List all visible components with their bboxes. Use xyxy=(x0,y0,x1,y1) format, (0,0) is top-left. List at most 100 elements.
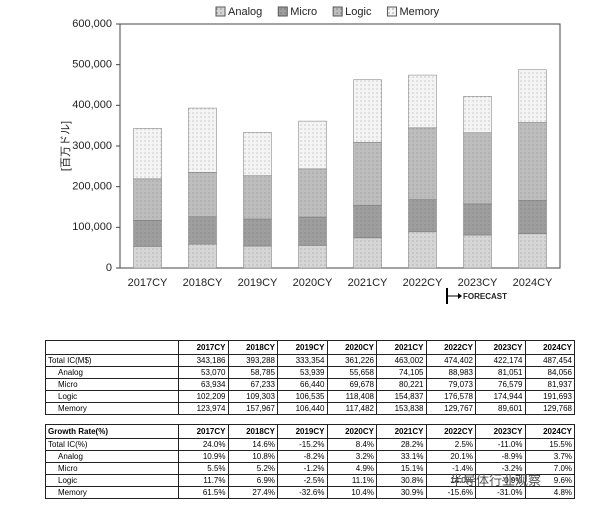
table-cell: 5.2% xyxy=(227,462,278,475)
header-cell: 2018CY xyxy=(227,424,278,439)
table-cell: 154,837 xyxy=(376,390,427,403)
legend-swatch-pattern xyxy=(278,7,288,16)
table-cell: 176,578 xyxy=(425,390,476,403)
bar-pattern xyxy=(243,219,272,247)
watermark: 半导体行业观察 xyxy=(450,473,542,488)
y-tick-label: 200,000 xyxy=(72,181,112,193)
table-cell: 55,658 xyxy=(326,366,377,379)
table-cell: 15.5% xyxy=(524,438,575,451)
growth-table: Growth Rate(%) 2017CY 2018CY 2019CY 2020CY 20… xyxy=(45,424,575,499)
x-tick-label: 2022CY xyxy=(403,277,443,289)
table-cell: 61.5% xyxy=(178,486,229,499)
bar-pattern xyxy=(298,245,327,268)
table-cell: 343,186 xyxy=(178,354,229,367)
table-cell: 58,785 xyxy=(227,366,278,379)
table-cell: 4.8% xyxy=(524,486,575,499)
row-label: Micro xyxy=(45,462,179,475)
legend-label: Micro xyxy=(290,6,317,18)
table-cell: 81,937 xyxy=(524,378,575,391)
y-tick-label: 400,000 xyxy=(72,99,112,111)
legend-label: Logic xyxy=(345,6,372,18)
bar-pattern xyxy=(298,121,327,169)
table-cell: -15.2% xyxy=(277,438,328,451)
legend-swatch-pattern xyxy=(387,7,397,16)
table-cell: 81,051 xyxy=(475,366,526,379)
header-cell: 2023CY xyxy=(475,424,526,439)
row-label: Logic xyxy=(45,390,179,403)
table-cell: 11.7% xyxy=(178,474,229,487)
table-cell: 174,944 xyxy=(475,390,526,403)
row-label: Analog xyxy=(45,450,179,463)
bar-pattern xyxy=(243,246,272,268)
bar-pattern xyxy=(243,175,272,220)
table-row: Total IC(M$) 343,186 393,288 333,354 361,226… xyxy=(45,354,575,367)
header-cell: 2020CY xyxy=(326,424,377,439)
header-cell: 2019CY xyxy=(277,424,328,439)
table-cell: 361,226 xyxy=(326,354,377,367)
table-cell: 11.1% xyxy=(326,474,377,487)
table-cell: 463,002 xyxy=(376,354,427,367)
bar-pattern xyxy=(188,172,217,217)
table-cell: 5.5% xyxy=(178,462,229,475)
header-row: Growth Rate(%) 2017CY 2018CY 2019CY 2020CY 20… xyxy=(45,424,575,439)
table-cell: 422,174 xyxy=(475,354,526,367)
y-tick-label: 600,000 xyxy=(72,18,112,30)
table-row: Analog 10.9% 10.8% -8.2% 3.2% 33.1% 20.1% -8.9%… xyxy=(45,450,575,463)
chart: [百万ドル] FORECAST 0 100,000 200,000 300,000 40… xyxy=(60,6,561,304)
header-cell: Growth Rate(%) xyxy=(45,424,179,439)
row-label: Total IC(M$) xyxy=(45,354,179,367)
header-cell: 2024CY xyxy=(524,424,575,439)
table-cell: 28.2% xyxy=(376,438,427,451)
table-cell: 393,288 xyxy=(227,354,278,367)
header-row: 2017CY 2018CY 2019CY 2020CY 2021CY 2022CY 2023… xyxy=(45,340,575,355)
bar-pattern xyxy=(408,75,437,128)
bar-pattern xyxy=(408,231,437,268)
header-cell xyxy=(45,340,179,355)
table-cell: 123,974 xyxy=(178,402,229,415)
table-cell: 24.0% xyxy=(178,438,229,451)
table-cell: 79,073 xyxy=(425,378,476,391)
bar-pattern xyxy=(463,235,492,268)
bar-pattern xyxy=(298,168,327,218)
header-cell: 2022CY xyxy=(425,424,476,439)
table-cell: 191,693 xyxy=(524,390,575,403)
bar-pattern xyxy=(188,244,217,268)
table-cell: 157,967 xyxy=(227,402,278,415)
bar-pattern xyxy=(518,69,547,123)
table-cell: 66,440 xyxy=(277,378,328,391)
legend-swatch-pattern xyxy=(216,7,225,16)
legend-label: Analog xyxy=(228,6,262,18)
table-cell: 474,402 xyxy=(425,354,476,367)
row-label: Logic xyxy=(45,474,179,487)
header-cell: 2022CY xyxy=(425,340,476,355)
header-cell: 2024CY xyxy=(524,340,575,355)
table-cell: 333,354 xyxy=(277,354,328,367)
bar-pattern xyxy=(133,178,162,221)
header-cell: 2021CY xyxy=(376,424,427,439)
table-cell: 109,303 xyxy=(227,390,278,403)
legend-label: Memory xyxy=(399,6,439,18)
x-tick-label: 2021CY xyxy=(348,277,388,289)
table-cell: 53,939 xyxy=(277,366,328,379)
bar-pattern xyxy=(188,216,217,245)
bar-pattern xyxy=(188,108,217,173)
row-label: Memory xyxy=(45,402,179,415)
header-cell: 2020CY xyxy=(326,340,377,355)
bar-pattern xyxy=(518,200,547,234)
table-row: Logic 102,209 109,303 106,535 118,408 154,837… xyxy=(45,390,575,403)
y-tick-label: 0 xyxy=(106,262,112,274)
table-cell: 4.9% xyxy=(326,462,377,475)
bar-pattern xyxy=(463,96,492,133)
table-cell: 3.2% xyxy=(326,450,377,463)
row-label: Total IC(%) xyxy=(45,438,179,451)
bar-pattern xyxy=(298,217,327,246)
table-cell: 102,209 xyxy=(178,390,229,403)
table-cell: 76,579 xyxy=(475,378,526,391)
row-label: Analog xyxy=(45,366,179,379)
x-tick-label: 2020CY xyxy=(293,277,333,289)
header-cell: 2023CY xyxy=(475,340,526,355)
table-cell: 6.9% xyxy=(227,474,278,487)
x-tick-label: 2018CY xyxy=(183,277,223,289)
y-tick-label: 100,000 xyxy=(72,221,112,233)
